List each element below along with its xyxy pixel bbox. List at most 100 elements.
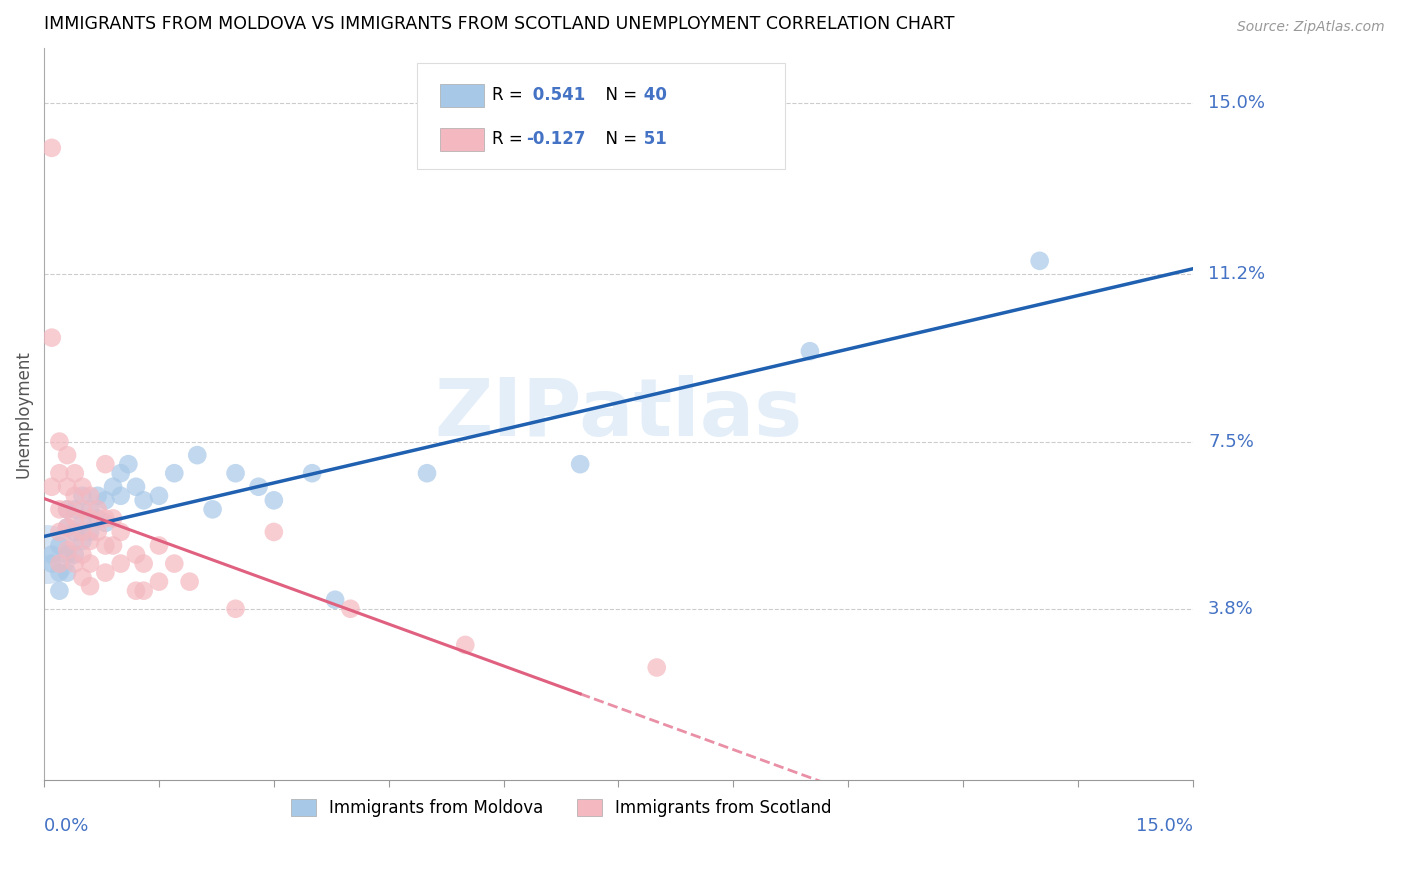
Text: -0.127: -0.127 — [527, 130, 586, 148]
Point — [63, 467, 86, 481]
Point — [454, 638, 477, 652]
Legend: Immigrants from Moldova, Immigrants from Scotland: Immigrants from Moldova, Immigrants from… — [284, 792, 838, 823]
Point — [94, 516, 117, 530]
Point — [72, 489, 94, 503]
Point — [263, 493, 285, 508]
Point — [117, 457, 139, 471]
Point — [79, 502, 101, 516]
Point — [79, 511, 101, 525]
Y-axis label: Unemployment: Unemployment — [15, 351, 32, 478]
Point — [125, 548, 148, 562]
Point — [56, 502, 79, 516]
Text: 40: 40 — [638, 87, 666, 104]
Point — [56, 448, 79, 462]
Point — [72, 524, 94, 539]
Point — [148, 574, 170, 589]
Point — [56, 566, 79, 580]
Point — [79, 524, 101, 539]
Point — [799, 344, 821, 359]
Point — [132, 557, 155, 571]
Point — [63, 489, 86, 503]
Point — [41, 557, 63, 571]
Point — [48, 583, 70, 598]
Point — [72, 516, 94, 530]
Point — [179, 574, 201, 589]
Point — [569, 457, 592, 471]
Point — [301, 467, 323, 481]
Point — [94, 511, 117, 525]
Point — [225, 467, 247, 481]
Point — [63, 511, 86, 525]
Point — [72, 570, 94, 584]
Point — [48, 467, 70, 481]
Point — [125, 480, 148, 494]
Point — [148, 539, 170, 553]
Point — [86, 489, 108, 503]
Point — [63, 557, 86, 571]
Point — [148, 489, 170, 503]
Point — [48, 434, 70, 449]
Point — [645, 660, 668, 674]
Point — [48, 502, 70, 516]
Point — [41, 480, 63, 494]
Point — [94, 493, 117, 508]
Text: 3.8%: 3.8% — [1208, 599, 1254, 618]
Text: R =: R = — [492, 130, 523, 148]
Point — [63, 533, 86, 548]
Text: IMMIGRANTS FROM MOLDOVA VS IMMIGRANTS FROM SCOTLAND UNEMPLOYMENT CORRELATION CHA: IMMIGRANTS FROM MOLDOVA VS IMMIGRANTS FR… — [44, 15, 955, 33]
Point — [56, 543, 79, 558]
Point — [56, 548, 79, 562]
Point — [56, 480, 79, 494]
Point — [339, 601, 361, 615]
Point — [132, 583, 155, 598]
Point — [56, 502, 79, 516]
Point — [72, 533, 94, 548]
Text: Source: ZipAtlas.com: Source: ZipAtlas.com — [1237, 20, 1385, 34]
Point — [110, 524, 132, 539]
Point — [263, 524, 285, 539]
Point — [247, 480, 270, 494]
Point — [48, 539, 70, 553]
Text: 51: 51 — [638, 130, 666, 148]
FancyBboxPatch shape — [440, 84, 484, 107]
Point — [101, 539, 124, 553]
Point — [72, 502, 94, 516]
Point — [94, 566, 117, 580]
Point — [79, 579, 101, 593]
Point — [101, 511, 124, 525]
Point — [110, 467, 132, 481]
Point — [48, 566, 70, 580]
Point — [63, 502, 86, 516]
FancyBboxPatch shape — [440, 128, 484, 151]
Point — [63, 548, 86, 562]
Text: 15.0%: 15.0% — [1136, 817, 1192, 835]
Point — [86, 502, 108, 516]
Point — [63, 524, 86, 539]
Point — [201, 502, 224, 516]
Point — [72, 548, 94, 562]
Point — [56, 520, 79, 534]
Point — [225, 601, 247, 615]
Point — [163, 467, 186, 481]
Point — [323, 592, 346, 607]
Point — [41, 331, 63, 345]
Text: 15.0%: 15.0% — [1208, 94, 1265, 112]
Point — [416, 467, 439, 481]
Point — [132, 493, 155, 508]
Point — [110, 489, 132, 503]
FancyBboxPatch shape — [418, 63, 785, 169]
Point — [41, 141, 63, 155]
Point — [41, 548, 63, 562]
Point — [163, 557, 186, 571]
Text: 7.5%: 7.5% — [1208, 433, 1254, 450]
Text: N =: N = — [596, 130, 637, 148]
Text: N =: N = — [596, 87, 637, 104]
Point — [101, 480, 124, 494]
Point — [94, 539, 117, 553]
Point — [79, 489, 101, 503]
Point — [125, 583, 148, 598]
Point — [110, 557, 132, 571]
Point — [186, 448, 208, 462]
Text: ZIPatlas: ZIPatlas — [434, 376, 803, 453]
Point — [86, 524, 108, 539]
